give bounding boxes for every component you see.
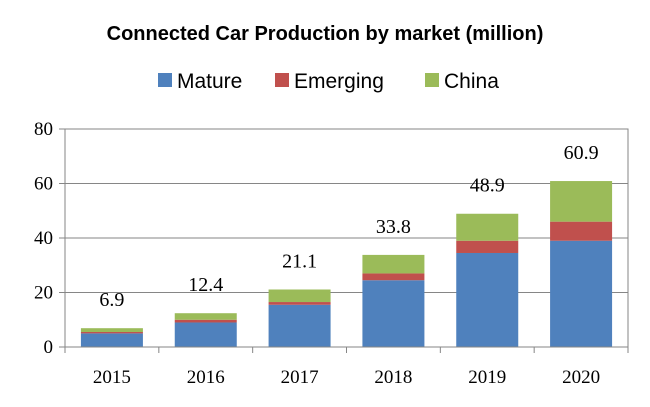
data-label-total: 21.1 bbox=[282, 251, 317, 273]
bar-segment-mature bbox=[550, 240, 613, 347]
x-tick-label: 2019 bbox=[468, 367, 506, 388]
data-label-total: 6.9 bbox=[99, 289, 124, 311]
bar-segment-emerging bbox=[456, 240, 519, 253]
legend-swatch-emerging bbox=[275, 73, 289, 87]
data-label-total: 60.9 bbox=[564, 142, 599, 164]
x-tick-label: 2020 bbox=[562, 367, 600, 388]
bar-segment-emerging bbox=[174, 319, 237, 323]
gridlines bbox=[65, 128, 628, 293]
y-tick-label: 80 bbox=[34, 119, 53, 140]
bar-segment-emerging bbox=[268, 302, 331, 305]
y-tick-label: 60 bbox=[34, 174, 53, 195]
bar-segment-china bbox=[456, 213, 519, 241]
bar-segment-mature bbox=[268, 304, 331, 347]
data-label-total: 33.8 bbox=[376, 216, 411, 238]
legend-swatch-china bbox=[425, 73, 439, 87]
bar-segment-china bbox=[550, 181, 613, 222]
y-tick-label: 0 bbox=[44, 337, 54, 358]
legend-label-emerging: Emerging bbox=[294, 70, 384, 93]
legend: Mature Emerging China bbox=[158, 70, 499, 93]
legend-swatch-mature bbox=[158, 73, 172, 87]
bar-segment-mature bbox=[80, 333, 143, 347]
bars bbox=[80, 181, 613, 347]
labels: 2015 6.9 2016 12.4 2017 21.1 2018 33.8 2019 48.9 2… bbox=[93, 142, 600, 388]
bar-segment-china bbox=[268, 289, 331, 303]
bar-segment-mature bbox=[456, 252, 519, 347]
bar-segment-china bbox=[174, 313, 237, 320]
bar-segment-mature bbox=[362, 280, 425, 347]
bar-segment-emerging bbox=[550, 221, 613, 241]
axes: 0 20 40 60 80 bbox=[34, 119, 629, 358]
legend-label-china: China bbox=[444, 70, 499, 93]
bar-segment-emerging bbox=[80, 332, 143, 334]
x-tick-label: 2018 bbox=[374, 367, 412, 388]
y-tick-label: 40 bbox=[34, 228, 53, 249]
x-tick-label: 2017 bbox=[281, 367, 319, 388]
legend-label-mature: Mature bbox=[177, 70, 242, 93]
y-tick-label: 20 bbox=[34, 283, 53, 304]
x-tick-label: 2015 bbox=[93, 367, 131, 388]
bar-segment-mature bbox=[174, 322, 237, 347]
x-tick-label: 2016 bbox=[187, 367, 225, 388]
data-label-total: 48.9 bbox=[470, 175, 505, 197]
chart-title: Connected Car Production by market (mill… bbox=[107, 23, 544, 45]
bar-segment-china bbox=[80, 328, 143, 333]
bar-segment-emerging bbox=[362, 273, 425, 281]
bar-segment-china bbox=[362, 254, 425, 274]
data-label-total: 12.4 bbox=[188, 274, 223, 296]
